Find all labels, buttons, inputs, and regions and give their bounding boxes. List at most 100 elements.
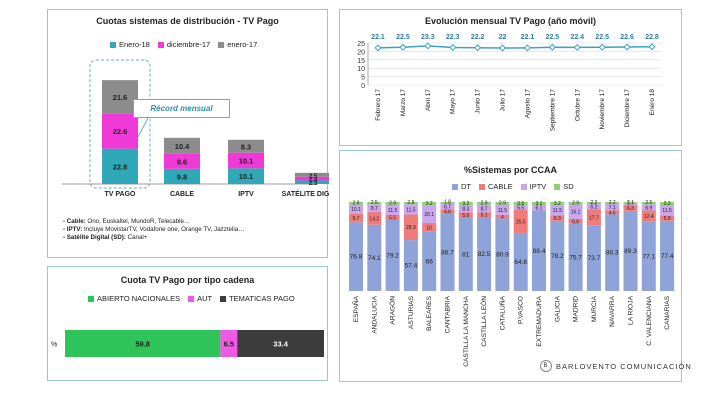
legend-swatch	[554, 183, 561, 190]
category-label: BALEARES	[426, 295, 433, 330]
bar-value-label: 20.1	[424, 212, 434, 218]
bar-segment	[568, 223, 583, 291]
bar-segment	[440, 203, 455, 210]
logo-icon: B	[540, 360, 552, 372]
data-label: 22.1	[521, 34, 535, 41]
legend-label: CABLE	[488, 182, 513, 191]
data-point	[474, 44, 482, 52]
bar-value-label: 66	[426, 258, 434, 265]
logo-text: BARLOVENTO COMUNICACIÓN	[556, 361, 692, 371]
bar-value-label: 2.5	[309, 174, 318, 180]
bar-value-label: 3.5	[517, 201, 524, 207]
bar-value-label: 9.7	[353, 216, 360, 222]
bar-segment	[458, 217, 473, 291]
bar-value-label: 10.1	[239, 172, 254, 181]
bar-segment	[513, 232, 528, 291]
legend-item: IPTV	[520, 182, 546, 191]
bar-value-label: 2.9	[481, 201, 488, 207]
bar-value-label: 2.5	[645, 200, 652, 206]
category-label: CANTABRIA	[445, 295, 452, 333]
bar-value-label: 1.8	[444, 200, 451, 206]
bar-segment	[532, 202, 546, 205]
bar-value-label: 9.8	[177, 172, 187, 181]
panel-cuotas-distribucion: Cuotas sistemas de distribución - TV Pag…	[47, 9, 329, 258]
bar-segment	[102, 113, 138, 149]
category-label: GALICIA	[554, 295, 561, 322]
bar-value-label: 77.1	[642, 253, 655, 260]
data-label: 22.5	[546, 34, 560, 41]
bar-segment	[605, 203, 620, 211]
bar-value-label: 12.4	[644, 214, 654, 220]
bar-value-label: 14.2	[369, 216, 379, 222]
bar-segment	[641, 221, 656, 291]
highlight-box	[89, 59, 151, 189]
bar-value-label: 10.4	[175, 142, 190, 151]
bar-value-label: 81	[462, 251, 470, 258]
bar-value-label: 11.5	[388, 208, 398, 214]
bar-segment	[550, 220, 565, 291]
bar-value-label: 8.3	[462, 207, 469, 213]
bar-segment	[495, 204, 510, 215]
category-label: MURCIA	[591, 295, 598, 322]
bar-value-label: 77.4	[661, 253, 674, 260]
bar-value-label: 21.6	[113, 93, 128, 102]
bar-segment	[660, 202, 675, 205]
x-tick-label: Septiembre 17	[549, 89, 556, 132]
legend-label: Enero-18	[119, 40, 150, 49]
bar-segment	[660, 204, 675, 216]
bar-segment	[477, 212, 492, 217]
bar-value-label: 57.4	[405, 263, 418, 270]
bar-segment	[623, 205, 638, 211]
bar-value-label: 11.5	[498, 208, 508, 214]
note-label: - Satélite Digital (SD):	[63, 234, 126, 241]
bar-value-label: 5.5	[389, 215, 396, 221]
data-point	[424, 42, 432, 50]
bar-value-label: 2.9	[499, 201, 506, 207]
note-line: - Satélite Digital (SD): Canal+	[63, 234, 244, 242]
x-tick-label: Enero 18	[649, 89, 656, 116]
bar-segment	[586, 209, 601, 226]
bar-segment	[641, 202, 656, 205]
bar-value-label: 2.4	[309, 178, 318, 184]
x-tick-label: Diciembre 17	[624, 89, 631, 128]
bar-value-label: 16.1	[571, 210, 581, 216]
bar-segment	[623, 210, 638, 291]
legend-swatch	[188, 295, 195, 302]
data-point	[523, 44, 531, 52]
bar-value-label: 33.4	[273, 340, 288, 349]
bar-value-label: 86.3	[606, 250, 619, 257]
bar-value-label: 22.6	[113, 127, 128, 136]
legend-label: ABIERTO NACIONALES	[97, 294, 181, 303]
legend-item: Enero-18	[110, 40, 150, 49]
chart-title: Cuotas sistemas de distribución - TV Pag…	[96, 16, 279, 26]
bar-segment	[568, 218, 583, 224]
legend-item: DT	[452, 182, 471, 191]
bar-segment	[586, 225, 601, 291]
bar-value-label: 6.3	[554, 216, 561, 222]
bar-segment	[237, 330, 324, 357]
legend-label: diciembre-17	[166, 40, 211, 49]
bar-value-label: 10.1	[239, 157, 254, 166]
bar-value-label: 7.1	[609, 205, 616, 211]
bar-segment	[403, 214, 418, 241]
data-point	[374, 44, 382, 52]
data-point	[399, 43, 407, 51]
legend-label: AUT	[197, 294, 213, 303]
category-label: P.VASCO	[518, 296, 525, 324]
bar-value-label: 59.8	[135, 340, 150, 349]
bar-value-label: 8.3	[241, 142, 251, 151]
note-text: Ono, Euskaltel, MundoR, Telecable…	[85, 218, 191, 225]
category-label: CASTILLA LEÓN	[479, 296, 488, 347]
stacked-bar-chart: 22.8 22.6 21.6 TV PAGO 9.8 9.6 10.4 CABLE 10.1 10…	[62, 59, 329, 198]
chart-title: Evolución mensual TV Pago (año móvil)	[424, 16, 597, 26]
bar-segment	[367, 202, 382, 205]
bar-value-label: 2.2	[590, 200, 597, 206]
chart-title: Cuota TV Pago por tipo cadena	[120, 275, 255, 285]
bar-value-label: 3.2	[462, 201, 469, 207]
category-label: TV PAGO	[105, 191, 137, 198]
bar-segment	[458, 212, 473, 218]
bar-value-label: 3.1	[536, 201, 543, 207]
bar-segment	[458, 204, 473, 213]
